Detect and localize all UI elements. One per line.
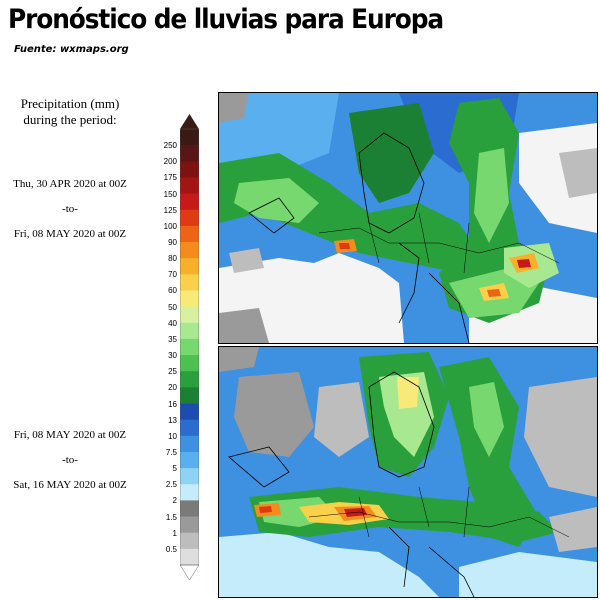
page-title: Pronóstico de lluvias para Europa [8, 4, 444, 35]
scale-tick-label: 13 [168, 415, 177, 425]
legend-label: Precipitation (mm) during the period: [0, 96, 140, 128]
scale-swatch [180, 387, 199, 405]
scale-tick-label: 10 [168, 431, 177, 441]
scale-swatch [180, 193, 199, 211]
scale-tick-label: 40 [168, 318, 177, 328]
period-2-label: Fri, 08 MAY 2020 at 00Z -to- Sat, 16 MAY… [0, 423, 140, 498]
scale-swatch [180, 177, 199, 195]
scale-tick-label: 0.5 [165, 544, 177, 554]
scale-swatch [180, 290, 199, 308]
scale-swatch [180, 145, 199, 162]
scale-swatch [180, 371, 199, 388]
scale-tick-label: 70 [168, 270, 177, 280]
scale-tick-label: 100 [163, 221, 177, 231]
scale-swatch [180, 355, 199, 372]
scale-tick-label: 175 [163, 173, 177, 183]
scale-swatch [180, 338, 199, 356]
legend-label-line2: during the period: [23, 112, 117, 127]
scale-swatch [180, 274, 199, 291]
map-panel-2 [218, 346, 598, 598]
scale-tick-label: 2 [172, 496, 177, 506]
scale-swatch [180, 468, 199, 485]
scale-swatch [180, 548, 199, 566]
scale-swatch [180, 484, 199, 501]
scale-tick-label: 1.5 [165, 512, 177, 522]
scale-tick-label: 250 [163, 141, 177, 151]
scale-arrow-bottom [180, 564, 199, 580]
period-1-end: Fri, 08 MAY 2020 at 00Z [13, 228, 127, 240]
scale-tick-label: 20 [168, 383, 177, 393]
scale-tick-label: 5 [172, 464, 177, 474]
scale-tick-label: 1 [172, 528, 177, 538]
color-scale-bar [180, 114, 199, 580]
scale-swatch [180, 129, 199, 146]
period-1-sep: -to- [62, 203, 78, 215]
scale-tick-label: 150 [163, 189, 177, 199]
map-panel-1 [218, 92, 598, 344]
scale-swatch [180, 435, 199, 453]
scale-swatch [180, 306, 199, 324]
period-2-sep: -to- [62, 454, 78, 466]
period-2-start: Fri, 08 MAY 2020 at 00Z [13, 429, 127, 441]
scale-swatch [180, 225, 199, 243]
scale-swatch [180, 419, 199, 437]
legend-label-line1: Precipitation (mm) [20, 96, 120, 111]
precip-map-period-1 [219, 93, 597, 343]
scale-tick-label: 30 [168, 351, 177, 361]
scale-swatch [180, 403, 199, 421]
scale-tick-label: 60 [168, 286, 177, 296]
scale-tick-label: 200 [163, 157, 177, 167]
scale-swatch [180, 209, 199, 227]
source-credit: Fuente: wxmaps.org [14, 44, 129, 55]
scale-tick-label: 80 [168, 254, 177, 264]
period-1-start: Thu, 30 APR 2020 at 00Z [13, 178, 127, 190]
scale-swatch [180, 258, 199, 275]
precip-map-period-2 [219, 347, 597, 597]
scale-frame [180, 128, 199, 566]
scale-tick-label: 50 [168, 302, 177, 312]
period-1-label: Thu, 30 APR 2020 at 00Z -to- Fri, 08 MAY… [0, 172, 140, 247]
scale-swatch [180, 451, 199, 469]
scale-swatch [180, 516, 199, 534]
scale-swatch [180, 322, 199, 340]
scale-swatch [180, 161, 199, 178]
scale-swatch [180, 242, 199, 259]
scale-tick-label: 125 [163, 205, 177, 215]
scale-tick-label: 25 [168, 367, 177, 377]
scale-tick-label: 7.5 [165, 447, 177, 457]
scale-tick-label: 2.5 [165, 480, 177, 490]
scale-swatch [180, 500, 199, 518]
scale-tick-label: 90 [168, 238, 177, 248]
scale-tick-label: 16 [168, 399, 177, 409]
period-2-end: Sat, 16 MAY 2020 at 00Z [13, 479, 127, 491]
scale-swatch [180, 532, 199, 550]
scale-arrow-top [180, 114, 199, 129]
scale-tick-label: 35 [168, 334, 177, 344]
